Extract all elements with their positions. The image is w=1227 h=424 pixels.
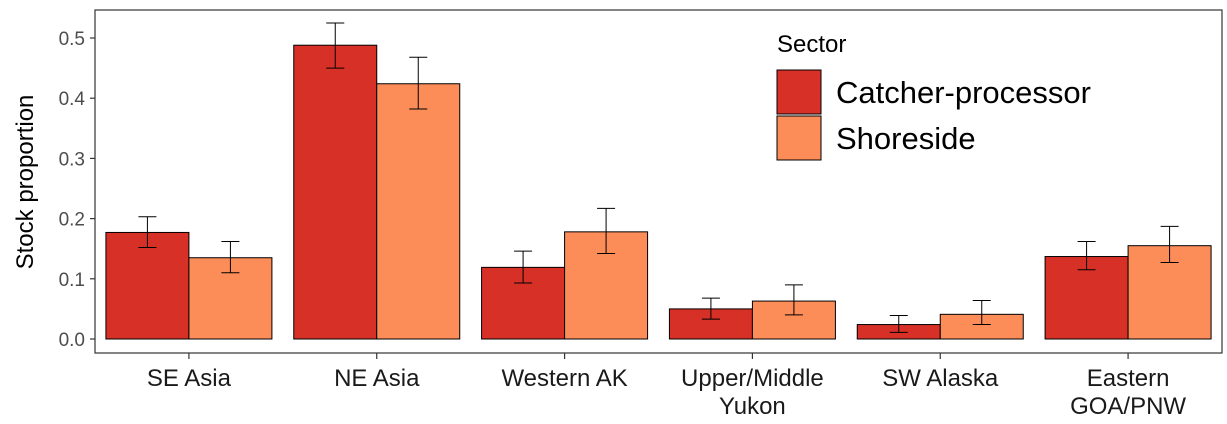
error-bar [409, 56, 428, 110]
x-tick-label: Upper/Middle [681, 365, 824, 392]
x-tick-label: Yukon [719, 393, 786, 420]
bar-shoreside-1 [376, 83, 461, 340]
error-bar [221, 240, 240, 274]
y-tick-label: 0.1 [59, 270, 85, 291]
error-bar [1077, 240, 1096, 271]
plot-panel [94, 9, 1223, 354]
x-tick-label: GOA/PNW [1070, 393, 1186, 420]
x-tick-label: SW Alaska [882, 365, 999, 392]
y-tick-label: 0.5 [59, 29, 85, 50]
legend-label: Catcher-processor [836, 75, 1091, 110]
error-bars-layer [138, 22, 1179, 333]
bar-catcher-processor-1 [293, 44, 378, 340]
y-axis-title: Stock proportion [12, 95, 39, 270]
y-tick-label: 0.0 [59, 330, 85, 351]
legend-key-0 [776, 69, 822, 115]
error-bar [701, 297, 720, 320]
bar-catcher-processor-0 [105, 231, 190, 340]
x-tick-label: SE Asia [147, 365, 232, 392]
x-tick-label: NE Asia [334, 365, 420, 392]
x-tick-label: Western AK [501, 365, 627, 392]
y-tick-label: 0.3 [59, 149, 85, 170]
error-bar [784, 284, 803, 316]
error-bar [597, 207, 616, 255]
y-tick-label: 0.2 [59, 210, 85, 231]
x-tick-label: Eastern [1087, 365, 1170, 392]
error-bar [889, 315, 908, 333]
error-bar [1160, 225, 1179, 264]
x-axis: SE Asia NE Asia Western AK Upper/MiddleYuko… [147, 353, 1186, 420]
legend-label: Shoreside [836, 121, 976, 156]
error-bar [138, 216, 157, 248]
legend-key-1 [776, 115, 822, 161]
error-bar [514, 250, 533, 284]
legend: Sector Catcher-processor Shoreside [776, 31, 1091, 161]
error-bar [326, 22, 345, 69]
y-axis: 0.0 0.1 0.2 0.3 0.4 0.5 [59, 29, 95, 351]
error-bar [972, 299, 991, 326]
bar-catcher-processor-5 [1044, 256, 1129, 340]
bar-shoreside-5 [1127, 245, 1212, 340]
legend-title: Sector [777, 31, 846, 58]
y-tick-label: 0.4 [59, 89, 86, 110]
